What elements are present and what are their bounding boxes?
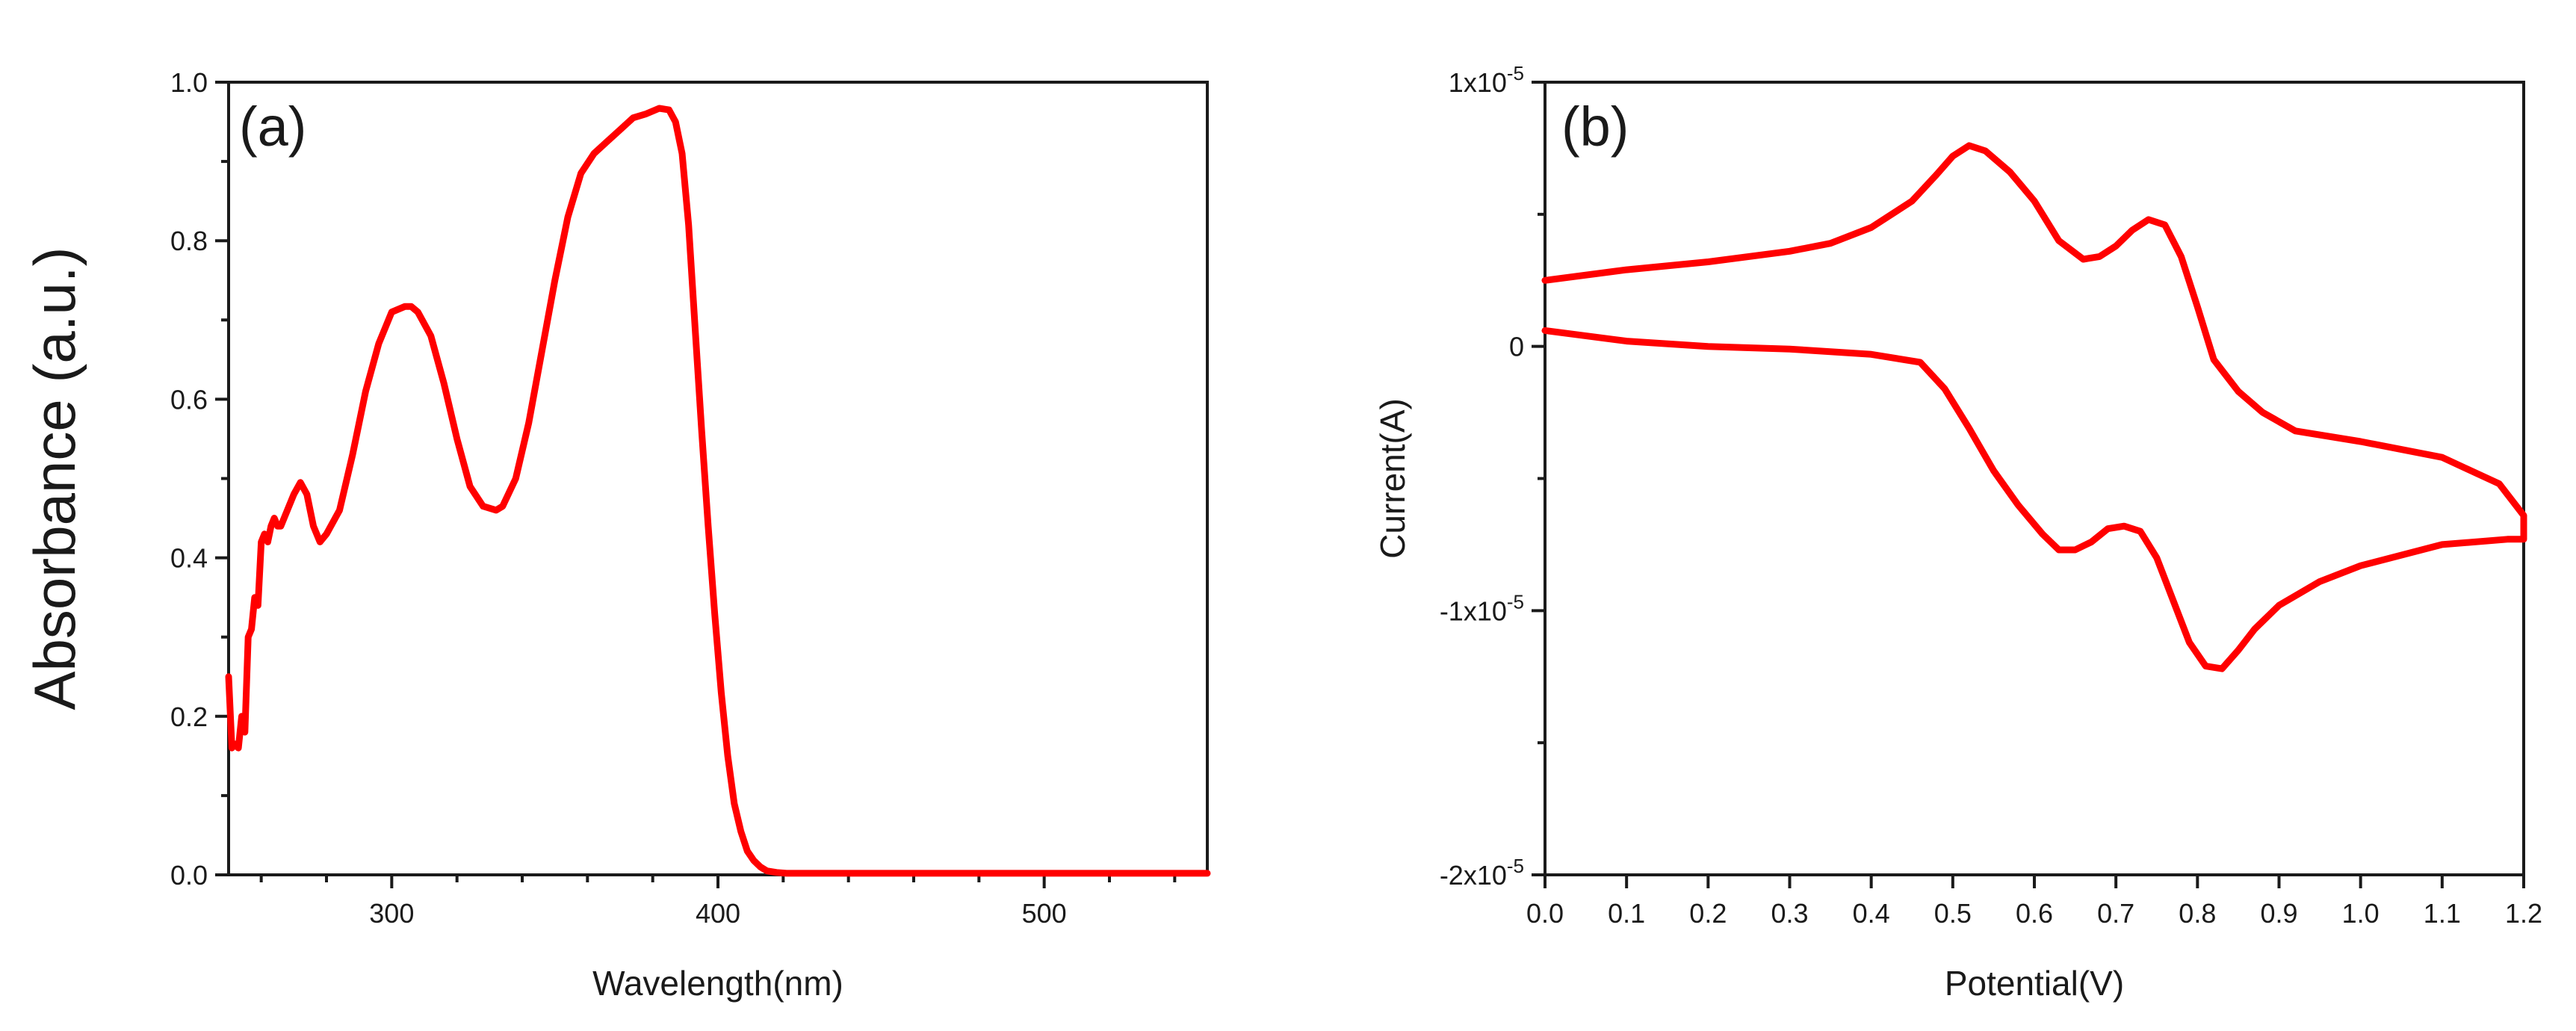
x-tick-label: 0.1 <box>1608 898 1645 929</box>
x-tick-label: 1.0 <box>2342 898 2380 929</box>
y-tick-label: 0.0 <box>170 860 208 891</box>
x-tick-label: 0.0 <box>1526 898 1564 929</box>
y-tick-label: 0.4 <box>170 543 208 574</box>
x-tick-label: 500 <box>1022 898 1067 929</box>
y-tick-label: 0 <box>1509 332 1524 362</box>
x-tick-label: 0.8 <box>2179 898 2216 929</box>
panel-label-b: (b) <box>1561 96 1629 158</box>
x-tick-label: 0.9 <box>2260 898 2297 929</box>
series-line-b-0 <box>1541 142 2527 672</box>
y-tick-label: -2x10-5 <box>1440 855 1524 891</box>
x-axis-title: Potential(V) <box>1945 964 2124 1003</box>
x-tick-label: 0.2 <box>1689 898 1727 929</box>
y-tick-label: 1.0 <box>170 67 208 98</box>
x-tick-label: 0.5 <box>1934 898 1972 929</box>
x-tick-label: 1.1 <box>2424 898 2461 929</box>
series-line-a-0 <box>225 105 1211 877</box>
x-tick-label: 300 <box>369 898 414 929</box>
x-axis-title: Wavelength(nm) <box>592 964 843 1003</box>
y-tick-label: 0.8 <box>170 226 208 256</box>
y-tick-label: 0.6 <box>170 384 208 415</box>
x-tick-label: 0.6 <box>2016 898 2053 929</box>
x-tick-label: 0.4 <box>1853 898 1890 929</box>
x-tick-label: 0.3 <box>1771 898 1808 929</box>
panel-b-cyclic-voltammogram: 0.0 0.1 0.2 0.3 0.4 0.5 0.6 0.7 0.8 0.9 1.0 1.1 1.2 1… <box>1373 62 2542 1003</box>
y-axis-title: Current(A) <box>1373 398 1412 559</box>
x-tick-label: 1.2 <box>2505 898 2542 929</box>
x-tick-label: 0.7 <box>2097 898 2134 929</box>
x-tick-label: 400 <box>696 898 740 929</box>
y-axis-title: Absorbance (a.u.) <box>22 247 87 710</box>
panel-label-a: (a) <box>239 96 306 158</box>
plot-frame <box>227 81 1209 876</box>
y-tick-label: -1x10-5 <box>1440 590 1524 626</box>
y-tick-label: 1x10-5 <box>1449 62 1524 98</box>
panel-a-absorbance-chart: 300 400 500 0.0 0.2 0.4 0.6 0.8 1.0 Wavelength(nm… <box>22 67 1211 1003</box>
y-tick-label: 0.2 <box>170 702 208 732</box>
